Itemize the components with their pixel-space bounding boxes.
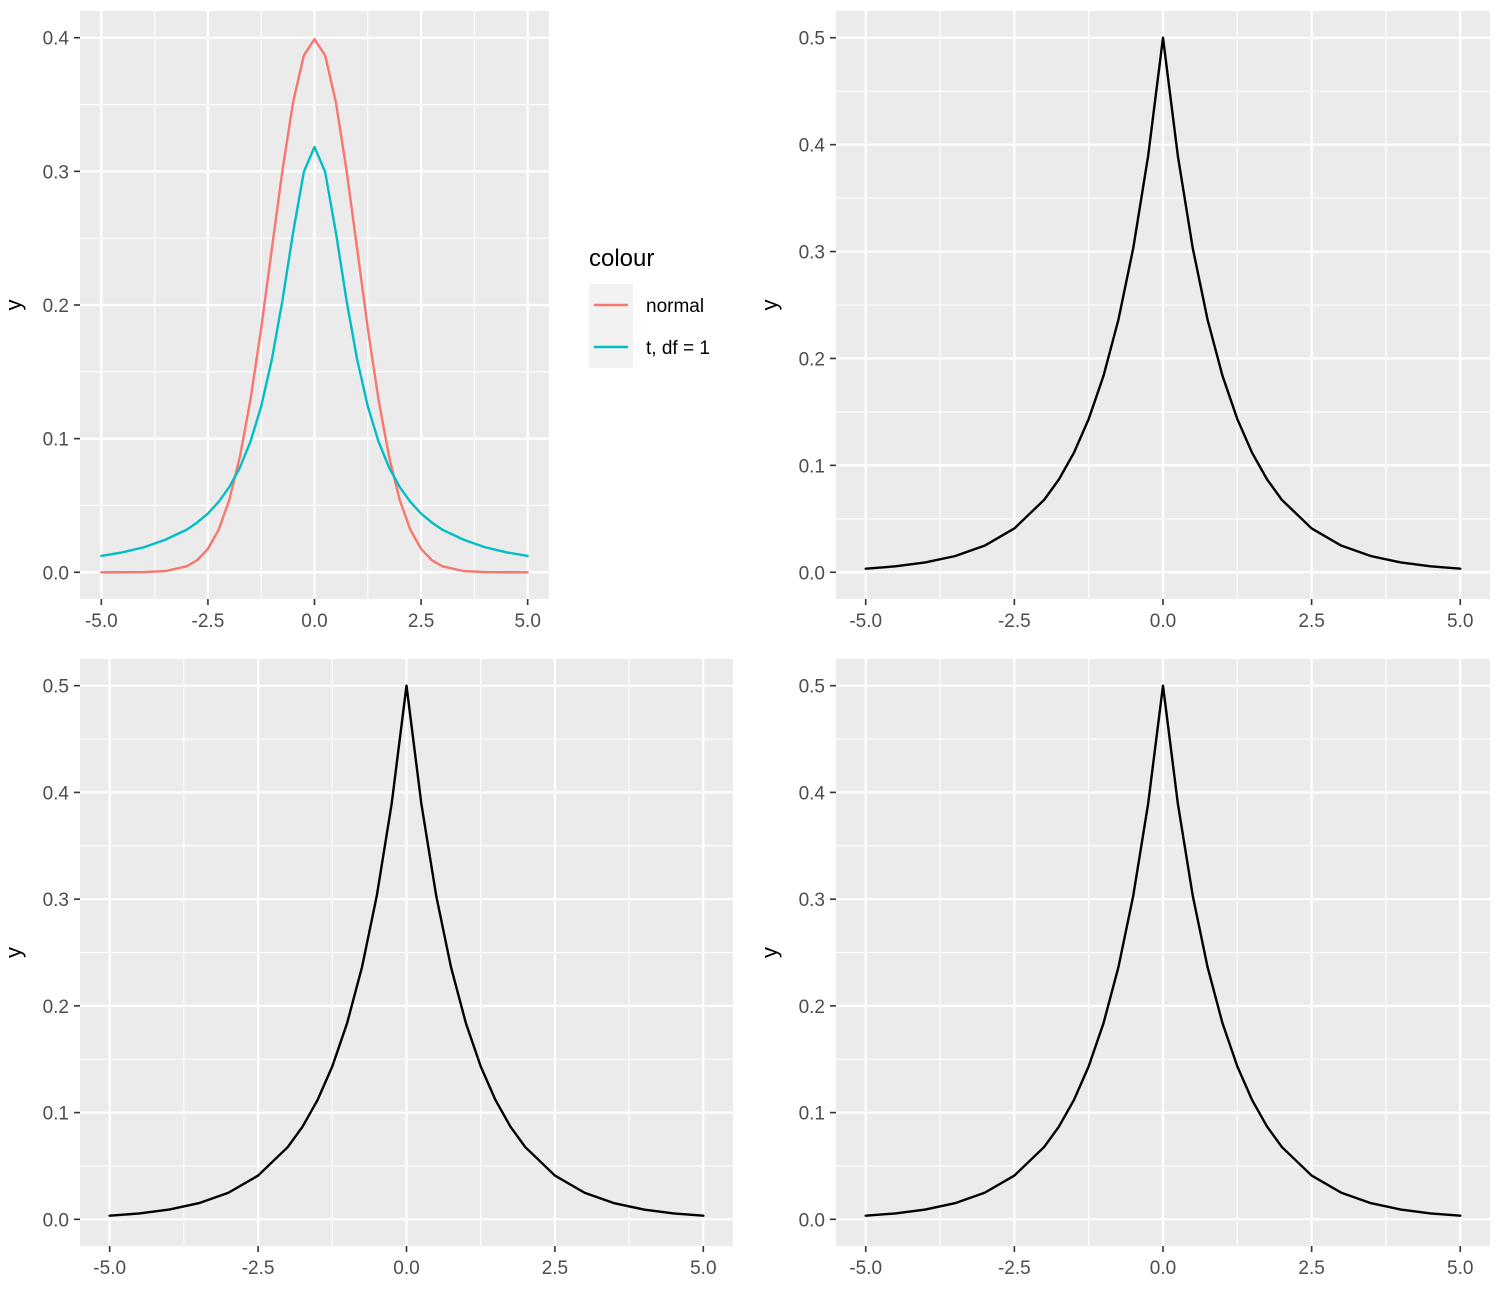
chart-panel-3: -5.0 -2.5 0.0 2.5 5.0 0.0 0.1 0.2 0.3 0.4 0.5 y [1, 659, 733, 1279]
chart-panels: -5.0 -2.5 0.0 2.5 5.0 0.0 0.1 0.2 0.3 0.4 y colour n… [1, 11, 1490, 1279]
y-tick-label: 0.3 [43, 890, 69, 911]
x-tick-label: 0.0 [1150, 611, 1176, 632]
y-tick-label: 0.1 [43, 430, 69, 451]
legend-label: t, df = 1 [646, 338, 710, 359]
y-tick-label: 0.3 [799, 243, 825, 264]
y-tick-label: 0.3 [43, 162, 69, 183]
x-tick-label: 2.5 [1298, 611, 1324, 632]
y-tick-label: 0.5 [43, 677, 69, 698]
y-tick-label: 0.5 [799, 29, 825, 50]
x-tick-label: -2.5 [998, 1258, 1031, 1279]
chart-panel-2: -5.0 -2.5 0.0 2.5 5.0 0.0 0.1 0.2 0.3 0.4 0.5 y [757, 11, 1490, 632]
legend-title: colour [589, 245, 654, 272]
y-tick-label: 0.3 [799, 890, 825, 911]
series-line-1 [100, 38, 529, 574]
x-tick-label: -5.0 [93, 1258, 126, 1279]
y-tick-label: 0.0 [43, 1210, 69, 1231]
y-tick-label: 0.4 [799, 783, 826, 804]
series-line-1 [864, 684, 1462, 1217]
y-tick-label: 0.0 [799, 1210, 825, 1231]
x-tick-label: 5.0 [690, 1258, 716, 1279]
y-tick-label: 0.1 [799, 1104, 825, 1125]
x-tick-label: 5.0 [1447, 1258, 1473, 1279]
y-tick-label: 0.4 [799, 136, 826, 157]
y-axis-title: y [757, 947, 782, 958]
x-tick-label: 2.5 [1298, 1258, 1324, 1279]
x-tick-label: -2.5 [192, 611, 225, 632]
series-line-2 [100, 145, 529, 558]
x-tick-label: 0.0 [393, 1258, 419, 1279]
series-line-1 [864, 36, 1462, 570]
y-tick-label: 0.0 [799, 563, 825, 584]
y-tick-label: 0.5 [799, 677, 825, 698]
legend-label: normal [646, 296, 704, 317]
x-tick-label: 2.5 [408, 611, 434, 632]
chart-panel-4: -5.0 -2.5 0.0 2.5 5.0 0.0 0.1 0.2 0.3 0.4 0.5 y [757, 659, 1490, 1279]
x-tick-label: -5.0 [849, 611, 882, 632]
x-tick-label: 0.0 [1150, 1258, 1176, 1279]
x-tick-label: -2.5 [242, 1258, 275, 1279]
y-tick-label: 0.1 [799, 456, 825, 477]
x-tick-label: -2.5 [998, 611, 1031, 632]
y-axis-title: y [1, 947, 26, 958]
series-line-1 [108, 684, 705, 1217]
y-axis-title: y [1, 300, 26, 311]
y-tick-label: 0.2 [43, 997, 69, 1018]
chart-panel-1: -5.0 -2.5 0.0 2.5 5.0 0.0 0.1 0.2 0.3 0.4 y colour n… [1, 11, 710, 632]
y-tick-label: 0.0 [43, 563, 69, 584]
y-tick-label: 0.2 [799, 349, 825, 370]
x-tick-label: -5.0 [849, 1258, 882, 1279]
y-tick-label: 0.4 [43, 29, 70, 50]
x-tick-label: 5.0 [1447, 611, 1473, 632]
x-tick-label: 5.0 [514, 611, 540, 632]
legend: colour normal t, df = 1 [589, 245, 710, 368]
y-tick-label: 0.4 [43, 783, 70, 804]
x-tick-label: 2.5 [542, 1258, 568, 1279]
x-tick-label: -5.0 [85, 611, 118, 632]
x-tick-label: 0.0 [301, 611, 327, 632]
y-tick-label: 0.2 [799, 997, 825, 1018]
y-tick-label: 0.1 [43, 1104, 69, 1125]
y-axis-title: y [757, 300, 782, 311]
y-tick-label: 0.2 [43, 296, 69, 317]
